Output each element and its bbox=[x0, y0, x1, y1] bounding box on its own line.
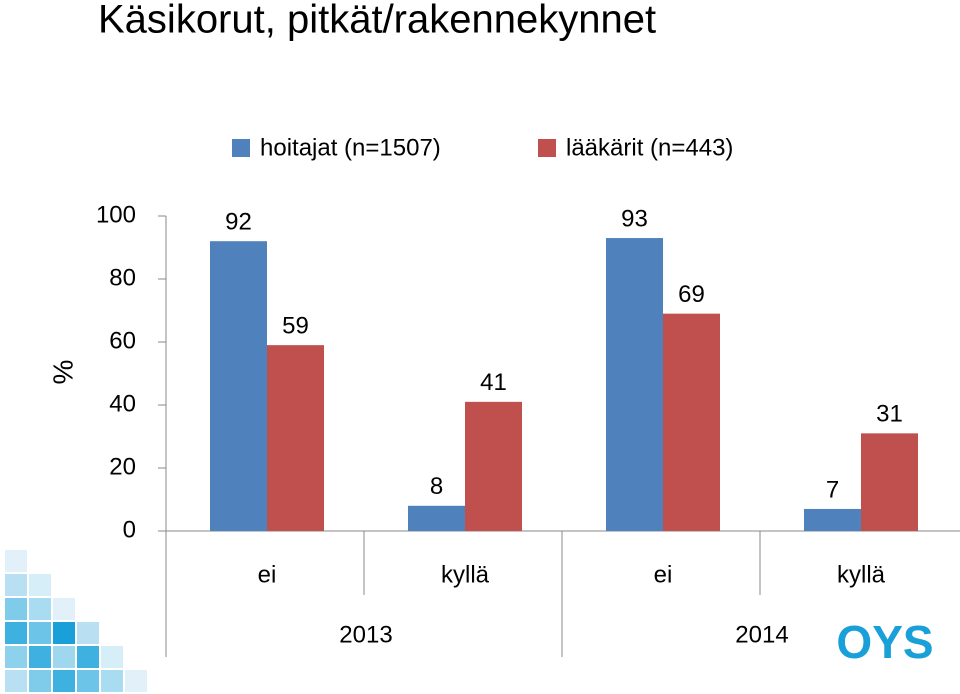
y-tick-label: 40 bbox=[109, 390, 136, 417]
bar bbox=[408, 505, 465, 531]
legend-label: lääkärit (n=443) bbox=[566, 134, 733, 161]
data-label: 8 bbox=[430, 473, 443, 500]
bar bbox=[210, 241, 267, 531]
x-tick-label: kyllä bbox=[837, 561, 886, 588]
legend-swatch bbox=[232, 139, 250, 157]
bar bbox=[804, 508, 861, 531]
y-tick-label: 60 bbox=[109, 327, 136, 354]
x-tick-label: ei bbox=[654, 561, 673, 588]
decor bbox=[5, 550, 147, 692]
bar bbox=[606, 238, 663, 532]
y-axis-label: % bbox=[47, 360, 78, 385]
data-label: 93 bbox=[621, 205, 648, 232]
group-label: 2014 bbox=[735, 621, 788, 648]
bar bbox=[861, 433, 918, 531]
y-tick-label: 20 bbox=[109, 453, 136, 480]
data-label: 41 bbox=[480, 369, 507, 396]
logo: OYS bbox=[836, 616, 933, 668]
data-label: 69 bbox=[678, 281, 705, 308]
bar bbox=[663, 313, 720, 531]
y-tick-label: 80 bbox=[109, 264, 136, 291]
x-tick-label: kyllä bbox=[441, 561, 490, 588]
data-label: 92 bbox=[225, 209, 252, 236]
x-tick-label: ei bbox=[258, 561, 277, 588]
group-label: 2013 bbox=[339, 621, 392, 648]
data-label: 31 bbox=[876, 401, 903, 428]
y-tick-label: 100 bbox=[96, 201, 136, 228]
data-label: 59 bbox=[282, 312, 309, 339]
legend-swatch bbox=[538, 139, 556, 157]
bar bbox=[267, 345, 324, 531]
chart-title: Käsikorut, pitkät/rakennekynnet bbox=[98, 0, 656, 42]
bar bbox=[465, 401, 522, 531]
legend-label: hoitajat (n=1507) bbox=[260, 134, 441, 161]
data-label: 7 bbox=[826, 476, 839, 503]
y-tick-label: 0 bbox=[123, 516, 136, 543]
